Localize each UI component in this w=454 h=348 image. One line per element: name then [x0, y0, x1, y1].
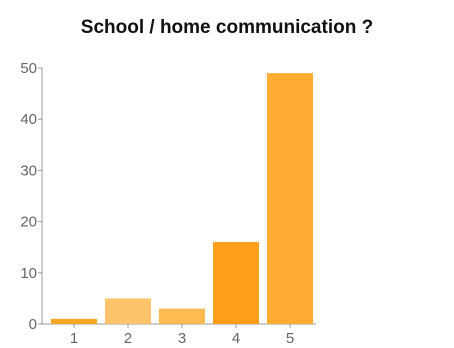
x-tick-label: 5: [286, 330, 294, 347]
y-axis: 0 10 20 30 40 50: [20, 60, 43, 333]
bar-4[interactable]: [213, 242, 259, 324]
x-tick-label: 3: [178, 330, 186, 347]
bar-3[interactable]: [159, 308, 205, 324]
y-tick-label: 30: [20, 162, 37, 179]
x-tick-label: 4: [232, 330, 240, 347]
y-tick-label: 0: [29, 316, 37, 333]
bar-5[interactable]: [267, 73, 313, 325]
x-axis: 1 2 3 4 5: [42, 323, 316, 347]
x-tick-label: 2: [124, 330, 132, 347]
bar-1[interactable]: [51, 318, 97, 324]
x-tick-label: 1: [70, 330, 78, 347]
y-tick-label: 50: [20, 60, 37, 77]
bar-2[interactable]: [105, 298, 151, 324]
y-tick-label: 20: [20, 214, 37, 231]
y-tick-label: 10: [20, 265, 37, 282]
bars: [51, 73, 313, 325]
chart-title: School / home communication ?: [80, 17, 374, 38]
y-tick-label: 40: [20, 111, 37, 128]
